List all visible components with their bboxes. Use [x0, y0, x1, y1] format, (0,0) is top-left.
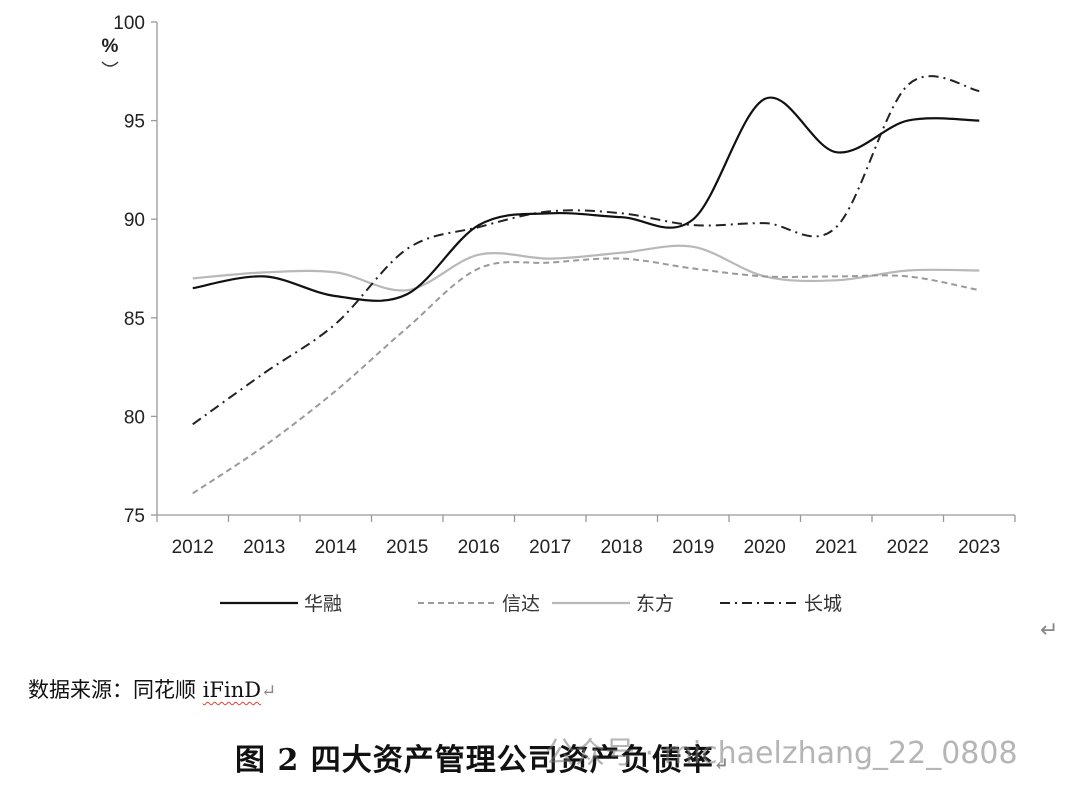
series-line-长城 [192, 75, 980, 426]
x-tick-label: 2015 [386, 537, 428, 558]
legend-label: 华融 [304, 593, 342, 615]
legend-item-信达: 信达 [418, 593, 540, 615]
caption-text: 图 2 四大资产管理公司资产负债率 [235, 743, 714, 778]
x-tick-label: 2021 [815, 537, 857, 558]
x-tick-label: 2017 [529, 537, 571, 558]
y-tick-label: 75 [124, 506, 145, 527]
x-tick-label: 2022 [887, 537, 929, 558]
legend-label: 信达 [502, 593, 540, 615]
x-tick-label: 2013 [243, 537, 285, 558]
series-line-华融 [192, 96, 980, 302]
chart-lines [192, 75, 980, 495]
series-line-东方 [192, 244, 980, 292]
y-axis-unit-paren [101, 61, 119, 67]
y-tick-label: 100 [113, 13, 145, 34]
x-tick-label: 2020 [744, 537, 786, 558]
legend-item-华融: 华融 [220, 593, 342, 615]
legend-label: 东方 [636, 593, 674, 615]
paragraph-mark: ↵ [261, 681, 277, 702]
paragraph-mark: ↵ [1040, 618, 1059, 643]
legend-item-长城: 长城 [720, 593, 842, 615]
chart-axes: 75 80 85 90 95 100% 2012 2013 2014 2015 2016 2017 20… [101, 13, 1016, 558]
series-line-信达 [192, 257, 980, 495]
x-tick-label: 2016 [458, 537, 500, 558]
y-tick-label: 90 [124, 210, 145, 231]
data-source-note: 数据来源：同花顺 iFinD↵ [28, 674, 276, 704]
x-tick-label: 2014 [315, 537, 358, 558]
y-tick-label: 95 [124, 112, 145, 133]
paragraph-mark: ↵ [713, 754, 730, 775]
y-tick-label: 85 [124, 309, 145, 330]
watermark: 公众号 · michaelzhang_22_0808 [545, 736, 1018, 771]
legend-label: 长城 [804, 593, 842, 615]
legend-item-东方: 东方 [552, 593, 674, 615]
figure-caption: 图 2 四大资产管理公司资产负债率↵ [235, 735, 730, 779]
x-tick-label: 2012 [172, 537, 214, 558]
source-label: 数据来源：同花顺 [28, 678, 203, 702]
x-tick-label: 2018 [601, 537, 643, 558]
line-chart: 75 80 85 90 95 100% 2012 2013 2014 2015 2016 2017 20… [101, 13, 1016, 615]
chart-legend: 华融 信达 东方 长城 [220, 593, 842, 615]
x-tick-label: 2023 [958, 537, 1000, 558]
y-tick-label: 80 [124, 407, 145, 428]
source-name: iFinD [202, 678, 262, 702]
x-tick-label: 2019 [672, 537, 714, 558]
y-axis-unit: % [102, 36, 119, 57]
